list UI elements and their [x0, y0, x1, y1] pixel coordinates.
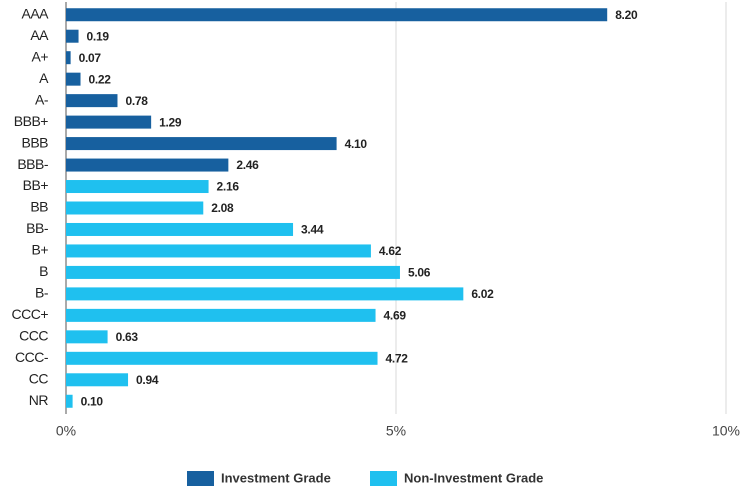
data-label: 6.02	[471, 287, 494, 301]
y-tick-label: B-	[35, 285, 49, 301]
y-tick-label: BBB-	[17, 156, 49, 172]
bar	[66, 180, 209, 194]
y-tick-label: CCC+	[11, 306, 48, 322]
y-tick-label: A	[39, 70, 49, 86]
y-tick-label: CCC-	[15, 349, 49, 365]
data-label: 0.63	[116, 330, 139, 344]
y-tick-label: A+	[31, 48, 48, 64]
data-label: 3.44	[301, 223, 324, 237]
bar	[66, 394, 73, 408]
bar	[66, 287, 464, 301]
legend-swatch	[187, 471, 214, 486]
data-label: 0.19	[87, 29, 110, 43]
y-tick-label: CCC	[19, 328, 48, 344]
data-label: 0.22	[89, 72, 112, 86]
data-label: 8.20	[615, 8, 638, 22]
data-label: 2.08	[211, 201, 234, 215]
data-label: 4.62	[379, 244, 402, 258]
bar	[66, 308, 376, 322]
bar	[66, 222, 294, 236]
y-tick-label: NR	[29, 392, 49, 408]
bar	[66, 158, 229, 172]
y-tick-label: BB	[30, 199, 48, 215]
bar	[66, 137, 337, 151]
bar	[66, 72, 81, 86]
y-tick-label: BBB+	[14, 113, 49, 129]
data-label: 4.72	[386, 351, 409, 365]
x-tick-label: 0%	[56, 423, 76, 439]
data-label: 2.46	[236, 158, 259, 172]
bar	[66, 351, 378, 365]
y-tick-label: CC	[29, 370, 49, 386]
y-tick-label: BB+	[23, 177, 49, 193]
legend-label: Non-Investment Grade	[404, 470, 543, 485]
x-tick-label: 10%	[712, 423, 740, 439]
legend-label: Investment Grade	[221, 470, 331, 485]
y-tick-label: BB-	[26, 220, 49, 236]
bar	[66, 330, 108, 344]
x-tick-label: 5%	[386, 423, 406, 439]
bar	[66, 201, 204, 215]
bar	[66, 373, 129, 387]
data-label: 0.94	[136, 373, 159, 387]
bar	[66, 8, 608, 22]
y-tick-label: AA	[30, 27, 49, 43]
bar	[66, 51, 71, 65]
bar	[66, 115, 152, 129]
bar	[66, 29, 79, 43]
y-tick-label: AAA	[21, 5, 49, 21]
data-label: 4.10	[345, 137, 368, 151]
data-label: 0.07	[79, 51, 102, 65]
y-tick-label: B	[39, 263, 48, 279]
data-label: 0.78	[125, 94, 148, 108]
bar	[66, 244, 371, 258]
data-label: 0.10	[81, 394, 104, 408]
data-label: 5.06	[408, 266, 431, 280]
data-label: 4.69	[384, 309, 407, 323]
data-label: 2.16	[217, 180, 240, 194]
y-tick-label: BBB	[21, 134, 48, 150]
data-label: 1.29	[159, 115, 182, 129]
y-tick-label: A-	[35, 91, 49, 107]
bar	[66, 265, 400, 279]
bar	[66, 94, 118, 108]
y-tick-label: B+	[31, 242, 48, 258]
legend-swatch	[370, 471, 397, 486]
